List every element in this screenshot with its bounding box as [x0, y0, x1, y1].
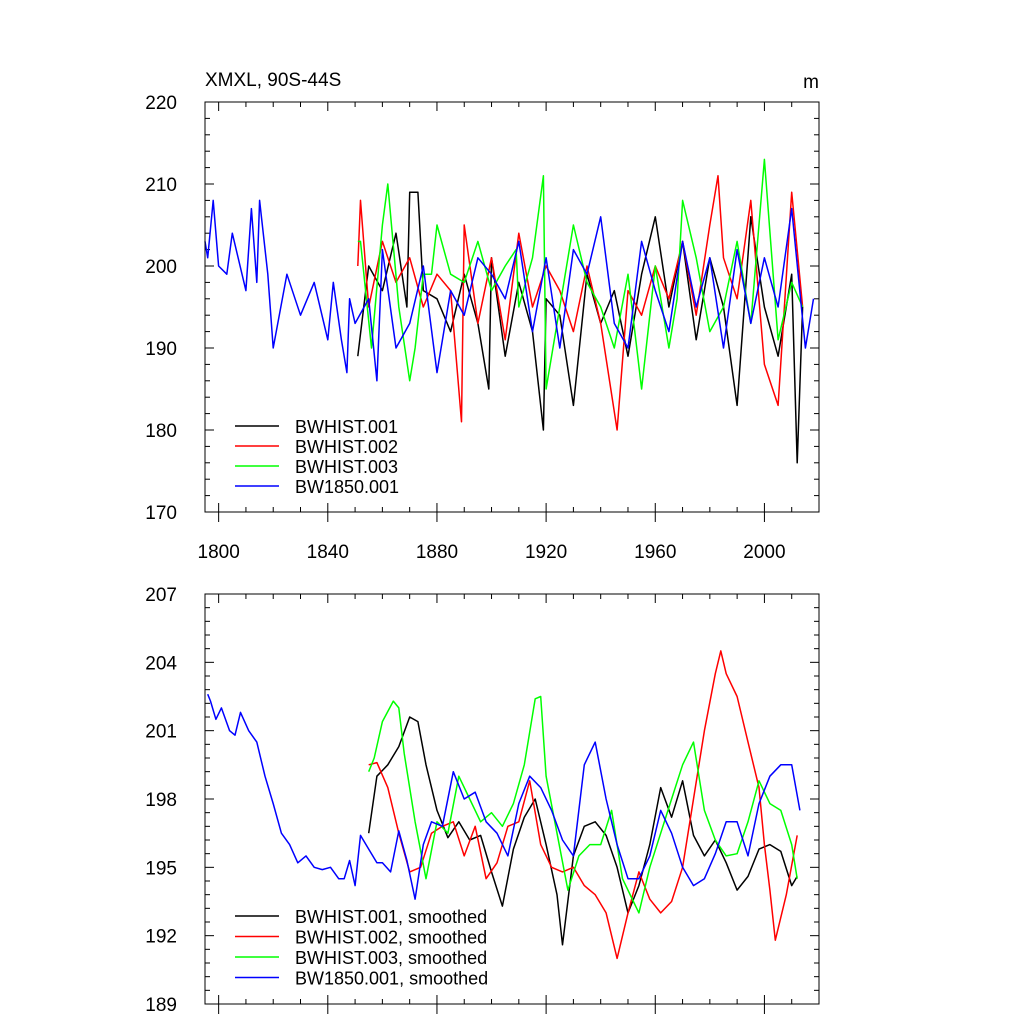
series-line-bwhist-002 — [357, 175, 804, 431]
y-tick-label: 189 — [145, 995, 177, 1016]
legend-label-bwhist-003-smoothed: BWHIST.003, smoothed — [295, 948, 487, 968]
y-tick-label: 207 — [145, 585, 177, 606]
top-panel-series — [204, 158, 815, 464]
y-tick-label: 210 — [145, 175, 177, 196]
y-tick-label: 170 — [145, 503, 177, 524]
top-panel-plot-frame — [204, 101, 820, 513]
legend-label-bwhist-002: BWHIST.002 — [295, 437, 398, 457]
y-tick-label: 204 — [145, 653, 177, 674]
bottom-panel-plot-frame — [204, 593, 820, 1005]
y-tick-label: 192 — [145, 927, 177, 948]
y-tick-label: 180 — [145, 421, 177, 442]
y-tick-label: 200 — [145, 257, 177, 278]
legend-label-bwhist-001-smoothed: BWHIST.001, smoothed — [295, 907, 487, 927]
legend-label-bwhist-001: BWHIST.001 — [295, 417, 398, 437]
legend-label-bw1850-001-smoothed: BW1850.001, smoothed — [295, 969, 488, 989]
series-line-bwhist-001 — [357, 191, 804, 464]
x-tick-label: 1800 — [198, 542, 240, 563]
legend-label-bwhist-002-smoothed: BWHIST.002, smoothed — [295, 928, 487, 948]
legend-label-bw1850-001: BW1850.001 — [295, 477, 399, 497]
y-tick-label: 195 — [145, 858, 177, 879]
y-tick-label: 190 — [145, 339, 177, 360]
y-tick-label: 220 — [145, 93, 177, 114]
bottom-panel-ticks: 189 192 195 198 201 204 207 — [145, 585, 820, 1016]
series-line-bw1850-001-smoothed — [207, 693, 801, 900]
y-tick-label: 201 — [145, 722, 177, 743]
x-tick-label: 1880 — [416, 542, 458, 563]
top-panel-ticks: 170 180 190 200 210 220 1800 1840 1880 1920 1960 20… — [145, 93, 820, 563]
top-panel: XMXL, 90S-44S m 170 180 190 200 210 220 1800 18… — [145, 70, 820, 563]
series-line-bwhist-003-smoothed — [368, 695, 798, 914]
x-tick-label: 1960 — [634, 542, 676, 563]
top-panel-units-label: m — [803, 72, 819, 93]
x-tick-label: 2000 — [743, 542, 785, 563]
bottom-panel: 189 192 195 198 201 204 207 BWHIST.001, smooth… — [145, 585, 820, 1016]
series-line-bwhist-003 — [357, 158, 804, 390]
y-tick-label: 198 — [145, 790, 177, 811]
x-tick-label: 1840 — [307, 542, 349, 563]
series-line-bwhist-001-smoothed — [367, 716, 798, 946]
legend-label-bwhist-003: BWHIST.003 — [295, 457, 398, 477]
top-panel-title: XMXL, 90S-44S — [205, 70, 341, 91]
series-line-bw1850-001 — [204, 199, 815, 382]
bottom-panel-series — [207, 650, 801, 960]
x-tick-label: 1920 — [525, 542, 567, 563]
